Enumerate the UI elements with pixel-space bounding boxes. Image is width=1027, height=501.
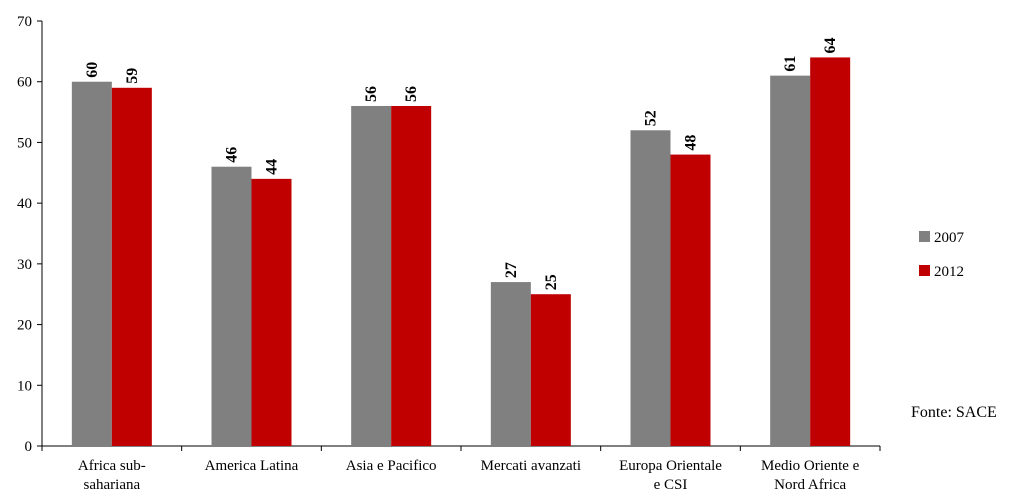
x-tick-label: Asia e Pacifico — [346, 458, 437, 474]
y-tick-label: 60 — [17, 75, 32, 91]
bar-2007 — [71, 81, 112, 446]
bar-2012 — [111, 87, 152, 447]
data-label: 56 — [403, 86, 420, 102]
bar-2007 — [770, 75, 811, 447]
x-tick-label: Europa Orientale e CSI — [619, 458, 722, 493]
data-label: 27 — [503, 262, 520, 278]
x-tick-label: Africa sub-sahariana — [78, 458, 146, 493]
chart-axes: 0 10 20 30 40 50 60 70 — [17, 14, 881, 455]
chart-bars — [71, 57, 851, 447]
legend-label: 2007 — [934, 230, 965, 246]
y-tick-label: 40 — [17, 196, 32, 212]
data-label: 60 — [84, 62, 101, 78]
bar-2012 — [810, 57, 851, 447]
data-label: 52 — [643, 110, 660, 126]
chart-legend: 2007 2012 — [919, 230, 965, 280]
y-tick-label: 20 — [17, 318, 32, 334]
bar-2007 — [351, 106, 392, 446]
x-tick-label: America Latina — [205, 458, 299, 474]
data-label: 59 — [124, 68, 141, 84]
bar-2007 — [211, 166, 252, 446]
y-tick-label: 50 — [17, 135, 32, 151]
bar-2007 — [490, 282, 531, 446]
bar-2012 — [670, 154, 711, 447]
bar-2007 — [630, 130, 671, 447]
data-label: 44 — [264, 159, 281, 175]
y-tick-label: 10 — [17, 378, 32, 394]
bar-2012 — [251, 178, 292, 446]
bar-2012 — [391, 106, 432, 446]
x-tick-label: Medio Oriente e Nord Africa — [761, 458, 860, 493]
chart-labels: 60 59 Africa sub-sahariana 46 44 America Lati… — [78, 37, 860, 493]
legend-label: 2012 — [934, 264, 964, 280]
bar-2012 — [530, 294, 571, 446]
source-note: Fonte: SACE — [911, 404, 997, 421]
legend-swatch — [919, 265, 930, 276]
y-tick-label: 70 — [17, 14, 32, 30]
data-label: 64 — [822, 37, 839, 53]
data-label: 25 — [543, 274, 560, 290]
data-label: 61 — [782, 56, 799, 72]
legend-swatch — [919, 231, 930, 242]
data-label: 46 — [224, 147, 241, 163]
data-label: 48 — [683, 135, 700, 151]
y-tick-label: 30 — [17, 257, 32, 273]
y-tick-label: 0 — [25, 439, 33, 455]
x-tick-label: Mercati avanzati — [481, 458, 581, 474]
data-label: 56 — [363, 86, 380, 102]
